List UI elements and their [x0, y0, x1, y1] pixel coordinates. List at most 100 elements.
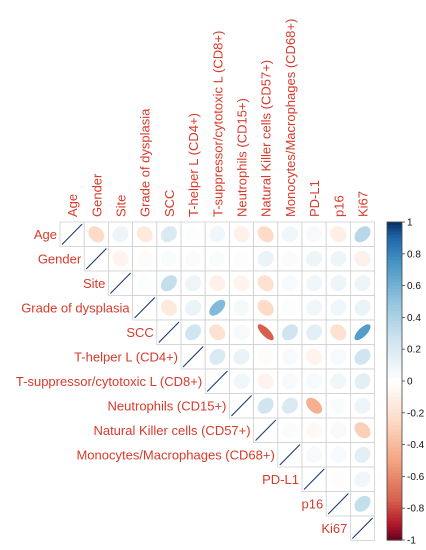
corr-cell-4-11 — [325, 319, 351, 345]
colorbar-segment — [387, 498, 402, 503]
colorbar-segment — [387, 349, 402, 353]
corr-cell-1-11 — [325, 246, 351, 272]
corr-cell-4-4 — [156, 319, 182, 345]
colorbar-segment — [387, 447, 402, 452]
corr-cell-4-7 — [228, 319, 254, 345]
corr-cell-2-12 — [349, 270, 375, 296]
cell-border — [349, 295, 375, 321]
corr-ellipse — [209, 299, 226, 316]
corr-cell-4-8 — [253, 319, 279, 345]
corr-cell-12-12 — [349, 515, 375, 541]
corr-cell-2-3 — [132, 270, 158, 296]
colorbar-segment — [387, 505, 402, 509]
colorbar-segment — [387, 234, 402, 239]
corr-cell-2-11 — [325, 270, 351, 296]
colorbar-segment — [387, 368, 402, 373]
corr-cell-9-12 — [349, 442, 375, 468]
corr-cell-7-9 — [277, 393, 303, 419]
corr-ellipse — [354, 226, 371, 243]
corr-cell-5-9 — [277, 344, 303, 370]
corr-ellipse — [185, 324, 202, 341]
corr-cell-3-12 — [349, 295, 375, 321]
row-label-site: Site — [83, 276, 105, 291]
colorbar-tick-label: 1 — [407, 218, 413, 229]
row-label-t-suppressor-cytotoxic-l-cd8: T-suppressor/cytotoxic L (CD8+) — [16, 374, 202, 389]
colorbar-segment — [387, 260, 402, 264]
corr-cell-2-10 — [301, 270, 327, 296]
corr-ellipse — [112, 226, 129, 243]
colorbar-segment — [387, 454, 402, 458]
corr-ellipse — [306, 373, 323, 390]
corr-cell-3-3 — [132, 295, 158, 321]
colorbar-segment — [387, 387, 402, 392]
column-label-t-suppressor-cytotoxic-l-cd8: T-suppressor/cytotoxic L (CD8+) — [210, 31, 225, 217]
colorbar-segment — [387, 479, 402, 484]
corr-ellipse — [306, 299, 323, 316]
corr-cell-8-10 — [301, 417, 327, 443]
row-label-ki67: Ki67 — [321, 521, 347, 536]
corr-cell-3-6 — [204, 295, 230, 321]
corr-ellipse — [233, 373, 250, 390]
diagonal-line — [303, 468, 325, 490]
diagonal-line — [158, 321, 180, 343]
diagonal-line — [279, 444, 301, 466]
corr-ellipse — [209, 250, 226, 267]
colorbar-segment — [387, 409, 402, 414]
corr-cell-10-11 — [325, 466, 351, 492]
corr-cell-5-10 — [301, 344, 327, 370]
colorbar-segment — [387, 288, 402, 293]
corr-ellipse — [209, 226, 226, 243]
column-label-monocytes-macrophages-cd68: Monocytes/Macrophages (CD68+) — [283, 19, 298, 217]
row-label-pd-l1: PD-L1 — [262, 472, 299, 487]
corr-ellipse — [354, 397, 371, 414]
colorbar-segment — [387, 326, 402, 331]
corr-ellipse — [281, 397, 298, 414]
corr-cell-0-1 — [83, 221, 109, 247]
corr-ellipse — [354, 348, 371, 365]
row-label-gender: Gender — [38, 251, 82, 266]
diagonal-line — [182, 346, 204, 368]
colorbar-segment — [387, 358, 402, 363]
colorbar-segment — [387, 365, 402, 369]
column-label-site: Site — [114, 195, 129, 217]
colorbar-segment — [387, 291, 402, 296]
colorbar-segment — [387, 361, 402, 366]
corr-cell-1-8 — [253, 246, 279, 272]
corr-cell-0-0 — [59, 221, 85, 247]
corr-ellipse — [257, 275, 274, 292]
corr-ellipse — [330, 373, 347, 390]
corr-cell-3-10 — [301, 295, 327, 321]
corr-ellipse — [233, 324, 250, 341]
row-label-natural-killer-cells-cd57: Natural Killer cells (CD57+) — [93, 423, 250, 438]
colorbar-segment — [387, 247, 402, 252]
colorbar-tick-label: -0.2 — [407, 408, 425, 419]
colorbar-tick-label: 0.2 — [407, 345, 421, 356]
colorbar-segment — [387, 276, 402, 280]
corr-ellipse — [281, 275, 298, 292]
corr-cell-6-10 — [301, 368, 327, 394]
corr-cell-0-4 — [156, 221, 182, 247]
colorbar-segment — [387, 272, 402, 277]
colorbar-segment — [387, 441, 402, 446]
corr-ellipse — [209, 324, 226, 341]
colorbar-segment — [387, 323, 402, 328]
corr-ellipse — [330, 250, 347, 267]
colorbar-segment — [387, 425, 402, 430]
colorbar-segment — [387, 390, 402, 395]
corr-cell-6-8 — [253, 368, 279, 394]
corr-ellipse — [330, 397, 347, 414]
corr-ellipse — [281, 348, 298, 365]
colorbar-tick-label: 0.4 — [407, 313, 421, 324]
diagonal-line — [327, 493, 349, 515]
corr-cell-1-1 — [83, 246, 109, 272]
corr-ellipse — [354, 373, 371, 390]
corr-ellipse — [306, 275, 323, 292]
corr-cell-1-2 — [108, 246, 134, 272]
colorbar-segment — [387, 476, 402, 481]
corr-ellipse — [233, 250, 250, 267]
row-label-age: Age — [34, 227, 57, 242]
corr-ellipse — [209, 348, 226, 365]
column-label-pd-l1: PD-L1 — [307, 180, 322, 217]
colorbar-segment — [387, 241, 402, 245]
corr-cell-5-12 — [349, 344, 375, 370]
